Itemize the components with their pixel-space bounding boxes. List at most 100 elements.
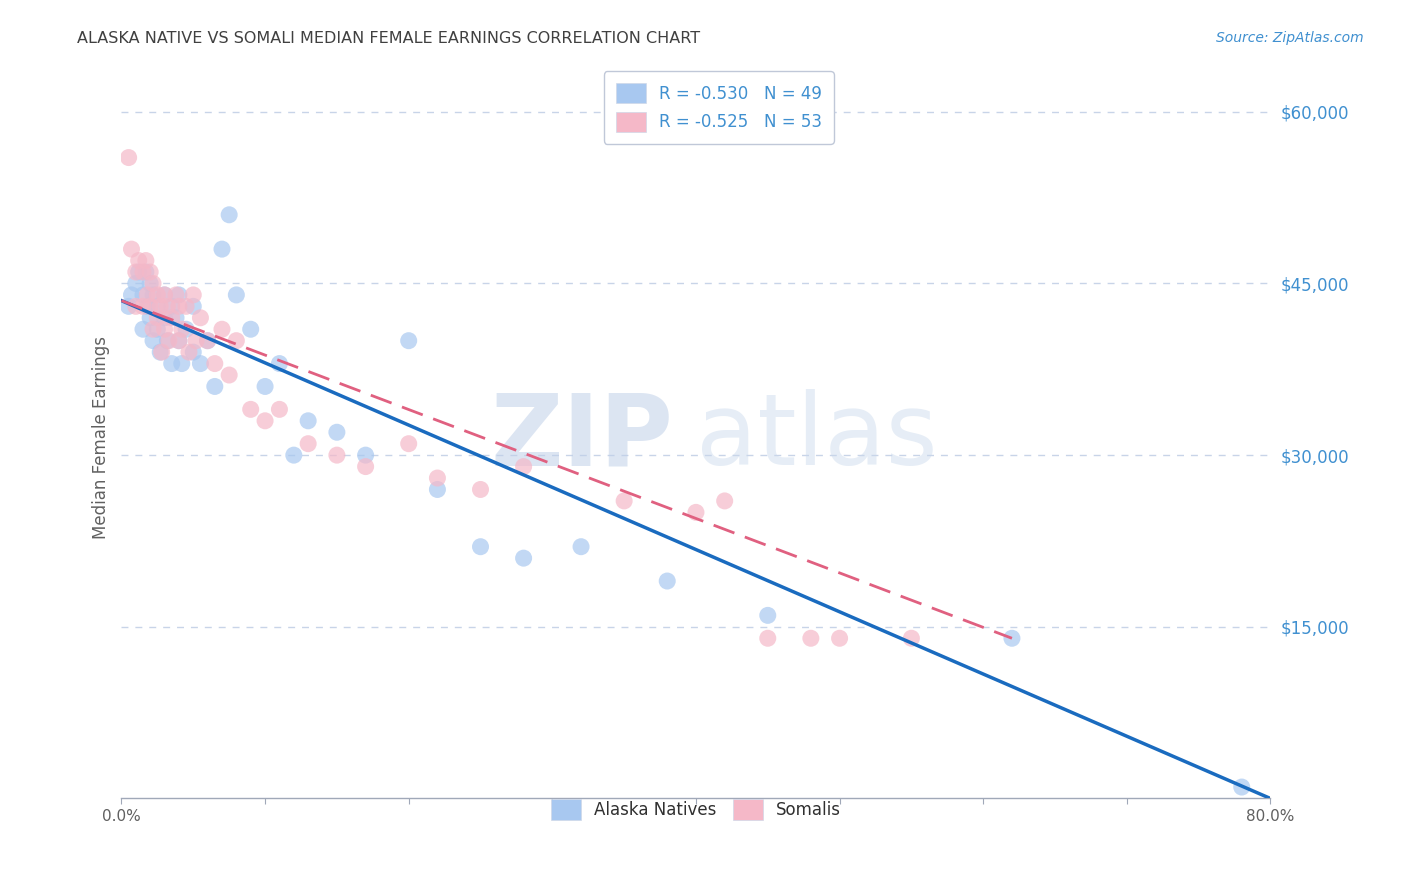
Point [149, 345, 172, 359]
Point [156, 299, 179, 313]
Text: ALASKA NATIVE VS SOMALI MEDIAN FEMALE EARNINGS CORRELATION CHART: ALASKA NATIVE VS SOMALI MEDIAN FEMALE EA… [77, 31, 700, 46]
Point [160, 310, 183, 325]
Point [800, 632, 823, 646]
Point [121, 242, 143, 256]
Point [135, 265, 157, 279]
Point [218, 208, 240, 222]
Point [685, 505, 707, 519]
Point [204, 357, 226, 371]
Y-axis label: Median Female Earnings: Median Female Earnings [93, 336, 110, 540]
Point [197, 334, 219, 348]
Point [174, 299, 197, 313]
Point [139, 310, 162, 325]
Point [569, 540, 592, 554]
Point [297, 436, 319, 450]
Point [470, 483, 492, 497]
Point [398, 436, 420, 450]
Point [142, 288, 165, 302]
Point [283, 448, 305, 462]
Point [756, 608, 779, 623]
Point [426, 471, 449, 485]
Point [149, 299, 172, 313]
Point [132, 299, 155, 313]
Point [125, 265, 148, 279]
Point [174, 322, 197, 336]
Point [135, 253, 157, 268]
Point [177, 345, 200, 359]
Point [225, 288, 247, 302]
Point [470, 540, 492, 554]
Point [297, 414, 319, 428]
Point [426, 483, 449, 497]
Point [136, 288, 159, 302]
Point [157, 334, 180, 348]
Point [153, 322, 176, 336]
Point [153, 288, 176, 302]
Point [756, 632, 779, 646]
Point [146, 299, 169, 313]
Point [354, 459, 377, 474]
Text: Source: ZipAtlas.com: Source: ZipAtlas.com [1216, 31, 1364, 45]
Point [125, 277, 148, 291]
Point [132, 288, 155, 302]
Point [398, 334, 420, 348]
Point [1230, 780, 1253, 794]
Point [142, 334, 165, 348]
Point [211, 242, 233, 256]
Point [146, 310, 169, 325]
Point [160, 299, 183, 313]
Point [121, 288, 143, 302]
Point [211, 322, 233, 336]
Point [218, 368, 240, 382]
Point [128, 253, 150, 268]
Point [165, 288, 187, 302]
Point [512, 459, 534, 474]
Point [167, 299, 190, 313]
Point [132, 265, 155, 279]
Point [142, 277, 165, 291]
Legend: Alaska Natives, Somalis: Alaska Natives, Somalis [540, 789, 851, 830]
Point [254, 379, 277, 393]
Point [156, 334, 179, 348]
Point [153, 310, 176, 325]
Point [204, 379, 226, 393]
Point [181, 299, 204, 313]
Point [354, 448, 377, 462]
Point [139, 277, 162, 291]
Point [128, 265, 150, 279]
Point [132, 322, 155, 336]
Point [184, 334, 207, 348]
Point [170, 322, 193, 336]
Point [153, 288, 176, 302]
Point [613, 494, 636, 508]
Point [167, 288, 190, 302]
Point [900, 632, 922, 646]
Point [139, 299, 162, 313]
Point [239, 322, 262, 336]
Point [1001, 632, 1024, 646]
Point [326, 425, 349, 440]
Point [225, 334, 247, 348]
Point [142, 322, 165, 336]
Point [117, 151, 139, 165]
Point [117, 299, 139, 313]
Text: ZIP: ZIP [491, 390, 673, 486]
Text: atlas: atlas [696, 390, 938, 486]
Point [512, 551, 534, 566]
Point [125, 299, 148, 313]
Point [167, 334, 190, 348]
Point [326, 448, 349, 462]
Point [828, 632, 851, 646]
Point [136, 299, 159, 313]
Point [170, 357, 193, 371]
Point [190, 357, 212, 371]
Point [254, 414, 277, 428]
Point [713, 494, 735, 508]
Point [190, 310, 212, 325]
Point [167, 334, 190, 348]
Point [139, 265, 162, 279]
Point [160, 357, 183, 371]
Point [181, 288, 204, 302]
Point [146, 288, 169, 302]
Point [150, 345, 173, 359]
